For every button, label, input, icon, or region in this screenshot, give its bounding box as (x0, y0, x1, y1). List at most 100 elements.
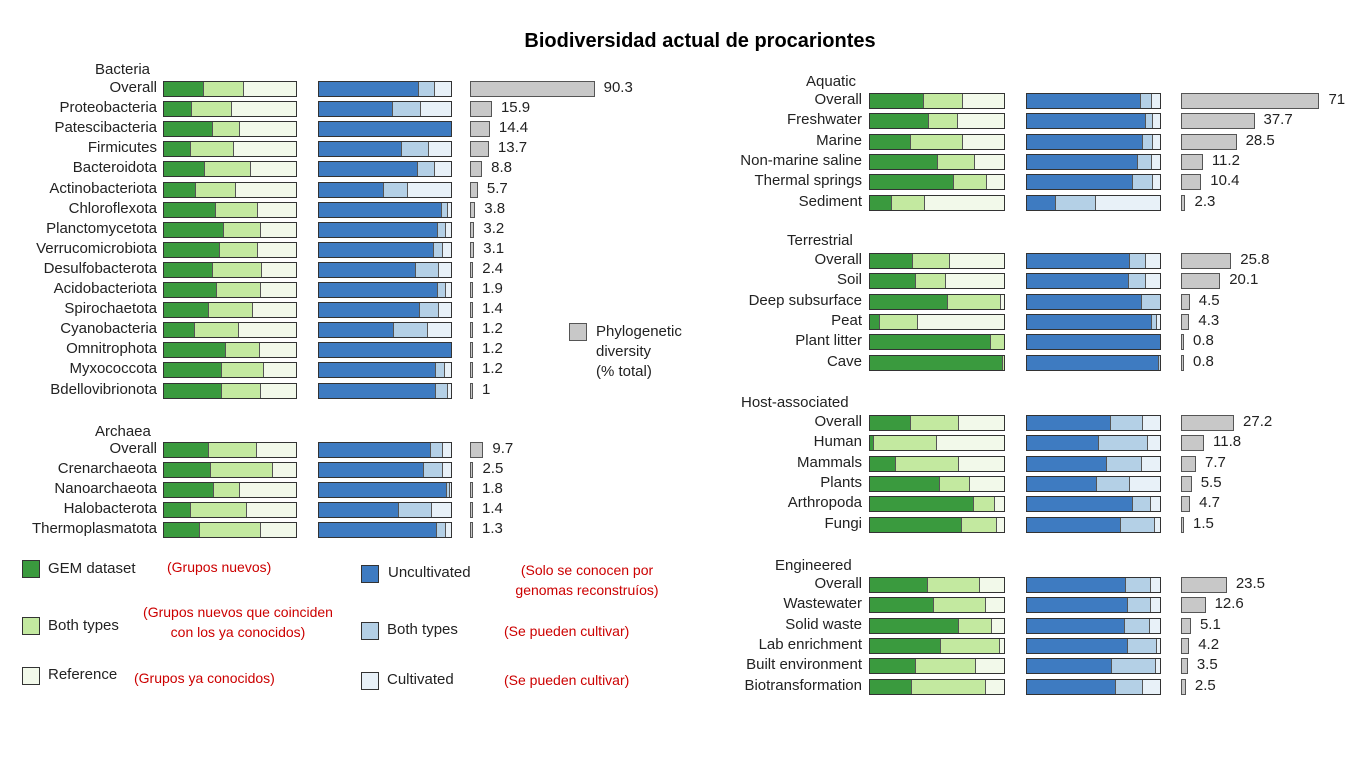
pd-bar-host-associated-fungi (1181, 517, 1184, 533)
gem-seg-gem-bacteria-myxococcota (164, 363, 222, 377)
gem-seg-both-bacteria-acidobacteriota (216, 283, 260, 297)
both-types-gem-label: Both types (48, 617, 119, 634)
pd-value-bacteria-overall: 90.3 (603, 79, 633, 96)
cult-seg-both-bacteria-bacteroidota (416, 162, 435, 176)
gem-seg-both-terrestrial-soil (914, 274, 945, 288)
pd-bar-aquatic-freshwater (1181, 113, 1255, 129)
pd-bar-aquatic-non-marine-saline (1181, 154, 1203, 170)
pd-bar-engineered-biotransformation (1181, 679, 1186, 695)
gem-seg-reference-bacteria-bacteroidota (249, 162, 296, 176)
cult-seg-uncultivated-terrestrial-cave (1027, 356, 1158, 370)
gem-seg-both-host-associated-mammals (895, 457, 959, 471)
both-types-gem-swatch (22, 617, 40, 635)
gem-seg-reference-engineered-built-environment (975, 659, 1004, 673)
gem-bar-archaea-overall (163, 442, 297, 458)
panel-header-aquatic: Aquatic (806, 73, 857, 90)
cult-bar-archaea-crenarchaeota (318, 462, 452, 478)
gem-bar-host-associated-fungi (869, 517, 1005, 533)
cult-seg-uncultivated-engineered-overall (1027, 578, 1126, 592)
gem-seg-reference-bacteria-chloroflexota (257, 203, 296, 217)
cult-seg-cultivated-bacteria-firmicutes (427, 142, 451, 156)
cult-seg-cultivated-host-associated-arthropoda (1149, 497, 1160, 511)
pd-bar-host-associated-human (1181, 435, 1204, 451)
gem-seg-gem-engineered-lab-enrichment (870, 639, 940, 653)
cult-seg-cultivated-bacteria-bdellovibrionota (447, 384, 451, 398)
cult-seg-both-aquatic-freshwater (1144, 114, 1153, 128)
gem-seg-both-bacteria-desulfobacterota (212, 263, 262, 277)
cult-bar-terrestrial-cave (1026, 355, 1161, 371)
gem-seg-both-aquatic-overall (922, 94, 963, 108)
gem-bar-host-associated-mammals (869, 456, 1005, 472)
cult-seg-both-archaea-halobacterota (398, 503, 431, 517)
cult-seg-both-archaea-overall (429, 443, 443, 457)
pd-bar-bacteria-firmicutes (470, 141, 489, 157)
gem-bar-aquatic-thermal-springs (869, 174, 1005, 190)
gem-seg-reference-bacteria-actinobacteriota (235, 183, 297, 197)
pd-value-engineered-biotransformation: 2.5 (1194, 677, 1216, 694)
gem-seg-both-aquatic-freshwater (928, 114, 957, 128)
reference-label: Reference (48, 666, 118, 683)
gem-seg-gem-bacteria-patescibacteria (164, 122, 213, 136)
gem-bar-host-associated-arthropoda (869, 496, 1005, 512)
cultivated-label: Cultivated (387, 671, 454, 688)
gem-seg-gem-engineered-wastewater (870, 598, 934, 612)
cult-bar-bacteria-spirochaetota (318, 302, 452, 318)
pd-bar-host-associated-overall (1181, 415, 1235, 431)
gem-seg-gem-aquatic-sediment (870, 196, 892, 210)
cult-seg-both-aquatic-sediment (1054, 196, 1095, 210)
cult-seg-uncultivated-aquatic-thermal-springs (1027, 175, 1132, 189)
row-label-engineered-wastewater: Wastewater (783, 595, 862, 612)
gem-seg-both-archaea-crenarchaeota (209, 463, 272, 477)
row-label-bacteria-chloroflexota: Chloroflexota (68, 200, 157, 217)
pd-bar-engineered-overall (1181, 577, 1227, 593)
cult-seg-cultivated-bacteria-acidobacteriota (444, 283, 451, 297)
gem-seg-gem-host-associated-fungi (870, 518, 962, 532)
row-label-terrestrial-overall: Overall (814, 251, 862, 268)
gem-seg-both-archaea-halobacterota (190, 503, 246, 517)
row-label-bacteria-myxococcota: Myxococcota (69, 360, 157, 377)
pd-bar-host-associated-mammals (1181, 456, 1196, 472)
pd-value-bacteria-chloroflexota: 3.8 (484, 200, 506, 217)
cult-seg-both-bacteria-desulfobacterota (415, 263, 439, 277)
pd-bar-terrestrial-plant-litter (1181, 334, 1184, 350)
reference-swatch (22, 667, 40, 685)
gem-seg-both-aquatic-sediment (891, 196, 924, 210)
gem-seg-gem-terrestrial-cave (870, 356, 1002, 370)
gem-bar-bacteria-acidobacteriota (163, 282, 297, 298)
cult-bar-aquatic-freshwater (1026, 113, 1161, 129)
gem-seg-gem-bacteria-omnitrophota (164, 343, 226, 357)
cult-seg-cultivated-engineered-solid-waste (1148, 619, 1160, 633)
gem-seg-gem-aquatic-marine (870, 135, 910, 149)
row-label-bacteria-bacteroidota: Bacteroidota (72, 159, 157, 176)
pd-bar-archaea-halobacterota (470, 502, 473, 518)
cult-seg-uncultivated-bacteria-firmicutes (319, 142, 401, 156)
gem-seg-reference-archaea-halobacterota (245, 503, 297, 517)
cult-seg-uncultivated-engineered-wastewater (1027, 598, 1127, 612)
pd-bar-archaea-thermoplasmatota (470, 522, 473, 538)
gem-seg-both-aquatic-marine (909, 135, 963, 149)
pd-bar-archaea-nanoarchaeota (470, 482, 473, 498)
gem-bar-bacteria-omnitrophota (163, 342, 297, 358)
gem-seg-both-archaea-nanoarchaeota (213, 483, 240, 497)
row-label-aquatic-marine: Marine (816, 132, 862, 149)
row-label-aquatic-thermal-springs: Thermal springs (754, 172, 862, 189)
cult-bar-bacteria-bdellovibrionota (318, 383, 452, 399)
pd-bar-bacteria-bacteroidota (470, 161, 483, 177)
gem-seg-reference-bacteria-patescibacteria (239, 122, 296, 136)
gem-seg-reference-bacteria-planctomycetota (259, 223, 296, 237)
gem-seg-gem-archaea-crenarchaeota (164, 463, 210, 477)
pd-bar-terrestrial-peat (1181, 314, 1190, 330)
row-label-aquatic-non-marine-saline: Non-marine saline (740, 152, 862, 169)
pd-value-terrestrial-overall: 25.8 (1240, 251, 1270, 268)
pd-bar-bacteria-cyanobacteria (470, 322, 473, 338)
cult-seg-both-host-associated-overall (1109, 416, 1142, 430)
pd-value-aquatic-thermal-springs: 10.4 (1210, 172, 1240, 189)
gem-seg-both-bacteria-chloroflexota (214, 203, 258, 217)
pd-value-terrestrial-peat: 4.3 (1198, 312, 1220, 329)
gem-seg-reference-bacteria-acidobacteriota (259, 283, 296, 297)
cult-seg-uncultivated-aquatic-freshwater (1027, 114, 1145, 128)
cult-bar-aquatic-overall (1026, 93, 1161, 109)
cult-seg-cultivated-host-associated-overall (1141, 416, 1161, 430)
pd-value-aquatic-sediment: 2.3 (1194, 193, 1216, 210)
cult-seg-cultivated-bacteria-overall (434, 82, 451, 96)
